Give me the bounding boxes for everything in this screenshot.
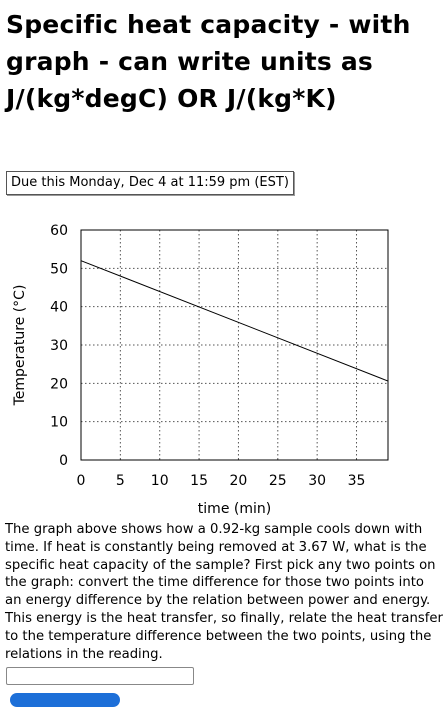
y-tick-label: 40 [50,300,68,316]
submit-answer-button[interactable] [10,693,120,707]
y-tick-label: 20 [50,376,68,392]
cooling-chart: 0 5 10 15 20 25 30 35 0 10 20 30 40 50 60 time (min) T… [12,223,389,517]
plot-frame [80,229,389,461]
x-tick-label: 10 [151,473,169,489]
y-tick-label: 60 [50,223,68,239]
question-text: The graph above shows how a 0.92-kg samp… [5,522,443,662]
tick-labels: 0 5 10 15 20 25 30 35 0 10 20 30 40 50 60 [50,223,365,489]
x-axis-label: time (min) [198,501,271,517]
chart-grid [81,230,388,460]
y-axis-label: Temperature (°C) [12,285,28,407]
x-tick-label: 25 [269,473,287,489]
x-tick-label: 15 [190,473,208,489]
data-series [80,260,389,382]
answer-input[interactable] [6,667,194,685]
x-tick-label: 35 [348,473,366,489]
y-tick-label: 0 [59,453,68,469]
y-tick-label: 10 [50,415,68,431]
due-date-badge: Due this Monday, Dec 4 at 11:59 pm (EST) [6,171,294,195]
x-tick-label: 30 [308,473,326,489]
y-tick-label: 30 [50,338,68,354]
x-tick-label: 0 [77,473,86,489]
x-tick-label: 5 [116,473,125,489]
temperature-line [80,260,389,382]
x-tick-label: 20 [230,473,248,489]
y-tick-label: 50 [50,261,68,277]
question-title: Specific heat capacity - with graph - ca… [6,10,411,113]
